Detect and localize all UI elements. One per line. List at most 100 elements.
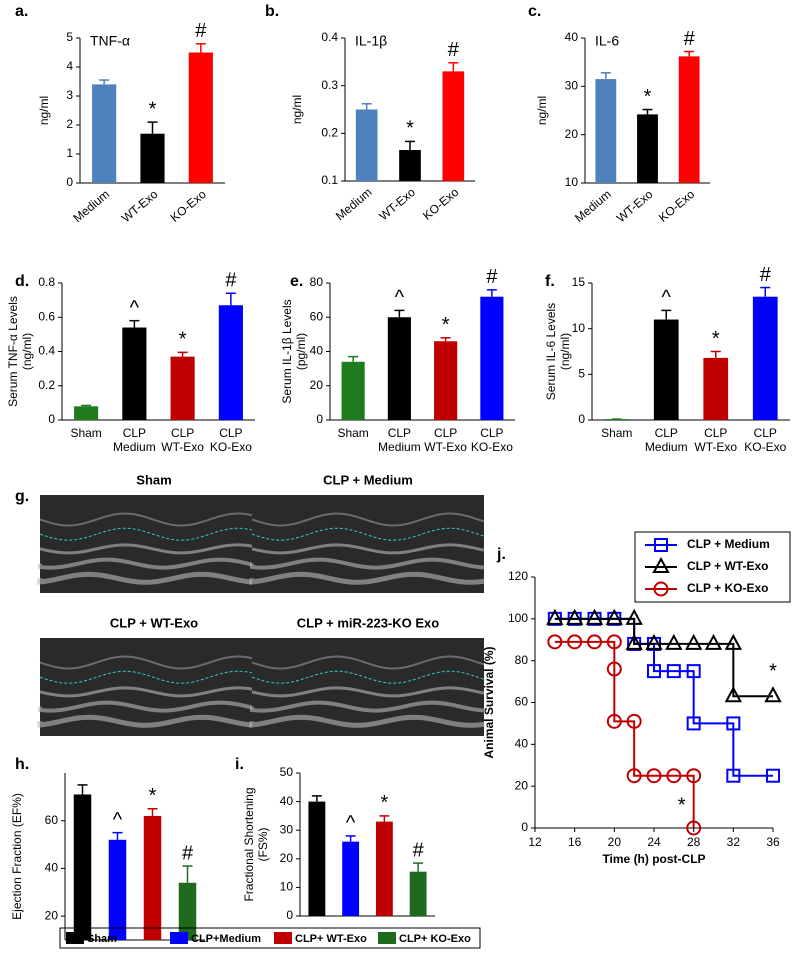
marker — [686, 820, 702, 836]
y-tick-label: 60 — [45, 813, 59, 827]
y-tick-label: 60 — [310, 309, 324, 323]
significance-mark: * — [380, 792, 388, 814]
bar — [170, 356, 195, 420]
echo-band — [37, 714, 269, 728]
significance-mark: * — [644, 86, 652, 108]
x-tick-label: KO-Exo — [210, 440, 252, 454]
x-tick-label: WT-Exo — [694, 440, 737, 454]
y-tick-label: 2 — [66, 117, 73, 131]
echo-band — [251, 655, 485, 670]
marker — [626, 768, 642, 784]
y-tick-label: 0 — [578, 412, 585, 426]
y-axis-label: (FS%) — [256, 828, 270, 862]
significance-mark: # — [486, 266, 498, 288]
y-axis-label: ng/ml — [290, 95, 304, 124]
bar — [442, 71, 465, 181]
survival-line — [554, 640, 695, 828]
legend-label: CLP+Medium — [191, 933, 261, 945]
x-tick-label: CLP — [388, 426, 411, 440]
y-tick-label: 5 — [578, 367, 585, 381]
marker — [626, 713, 642, 729]
significance-mark: # — [760, 264, 772, 286]
bar — [637, 114, 658, 183]
bar — [188, 52, 213, 183]
panel-label: i. — [235, 756, 244, 773]
significance-mark: * — [442, 314, 450, 336]
x-tick-label: 24 — [647, 835, 661, 849]
x-tick-label: CLP — [123, 426, 146, 440]
legend-label: CLP+ KO-Exo — [399, 933, 471, 945]
bar — [752, 296, 778, 420]
image-title: CLP + miR-223-KO Exo — [297, 615, 440, 630]
y-tick-label: 0 — [521, 820, 528, 834]
marker — [653, 581, 669, 597]
bar — [178, 882, 197, 940]
echo-trace — [39, 670, 269, 684]
y-tick-label: 80 — [310, 275, 324, 289]
echo-band — [250, 557, 485, 570]
marker — [686, 664, 701, 679]
x-tick-label: CLP — [434, 426, 457, 440]
legend-label: CLP+ WT-Exo — [295, 933, 367, 945]
significance-mark: ^ — [395, 287, 405, 309]
y-tick-label: 0.4 — [38, 344, 55, 358]
y-axis-label: ng/ml — [37, 96, 51, 125]
x-tick-label: KO-Exo — [744, 440, 786, 454]
marker — [546, 608, 564, 625]
significance-mark: * — [769, 661, 777, 683]
y-tick-label: 30 — [280, 822, 294, 836]
marker — [684, 633, 703, 650]
bar — [409, 871, 427, 916]
legend-label: CLP + WT-Exo — [687, 559, 768, 573]
bar — [703, 357, 729, 420]
y-tick-label: 80 — [515, 653, 529, 667]
marker — [724, 633, 743, 650]
y-axis-label: ng/ml — [535, 96, 549, 125]
y-tick-label: 100 — [508, 611, 528, 625]
echo-band — [38, 700, 269, 713]
y-tick-label: 10 — [565, 175, 579, 189]
y-tick-label: 3 — [66, 88, 73, 102]
x-axis-label: Time (h) post-CLP — [602, 852, 705, 866]
bar — [434, 341, 458, 420]
y-axis-label: Serum IL-6 Levels — [544, 303, 558, 400]
x-tick-label: WT-Exo — [161, 440, 204, 454]
bar — [308, 801, 326, 916]
echo-band — [249, 571, 485, 585]
bar — [108, 839, 127, 940]
y-axis-label: (ng/ml) — [558, 333, 572, 370]
bar — [140, 133, 165, 183]
echo-band — [39, 686, 269, 698]
chart-title: TNF-α — [90, 33, 130, 49]
significance-mark: * — [406, 118, 414, 140]
marker — [726, 768, 741, 783]
legend-swatch — [378, 932, 396, 944]
marker — [704, 633, 723, 650]
y-tick-label: 15 — [572, 275, 586, 289]
y-tick-label: 10 — [572, 321, 586, 335]
y-tick-label: 40 — [280, 794, 294, 808]
marker — [764, 686, 782, 703]
significance-mark: # — [448, 39, 460, 61]
bar — [74, 406, 99, 420]
echo-band — [37, 571, 269, 585]
marker — [724, 686, 743, 703]
significance-mark: # — [195, 20, 207, 42]
y-tick-label: 20 — [565, 127, 579, 141]
x-tick-label: 12 — [528, 835, 542, 849]
bar — [480, 296, 504, 420]
significance-mark: ^ — [113, 809, 123, 831]
x-tick-label: Medium — [645, 440, 688, 454]
bar — [73, 794, 92, 940]
image-title: Sham — [136, 472, 171, 487]
y-tick-label: 4 — [66, 59, 73, 73]
marker — [565, 608, 584, 625]
y-tick-label: 5 — [66, 30, 73, 44]
y-tick-label: 0 — [316, 412, 323, 426]
echo-band — [251, 686, 485, 698]
bar — [375, 821, 393, 916]
y-axis-label: (ng/ml) — [20, 333, 34, 370]
marker — [625, 633, 643, 650]
significance-mark: ^ — [346, 812, 356, 834]
y-tick-label: 120 — [508, 569, 528, 583]
